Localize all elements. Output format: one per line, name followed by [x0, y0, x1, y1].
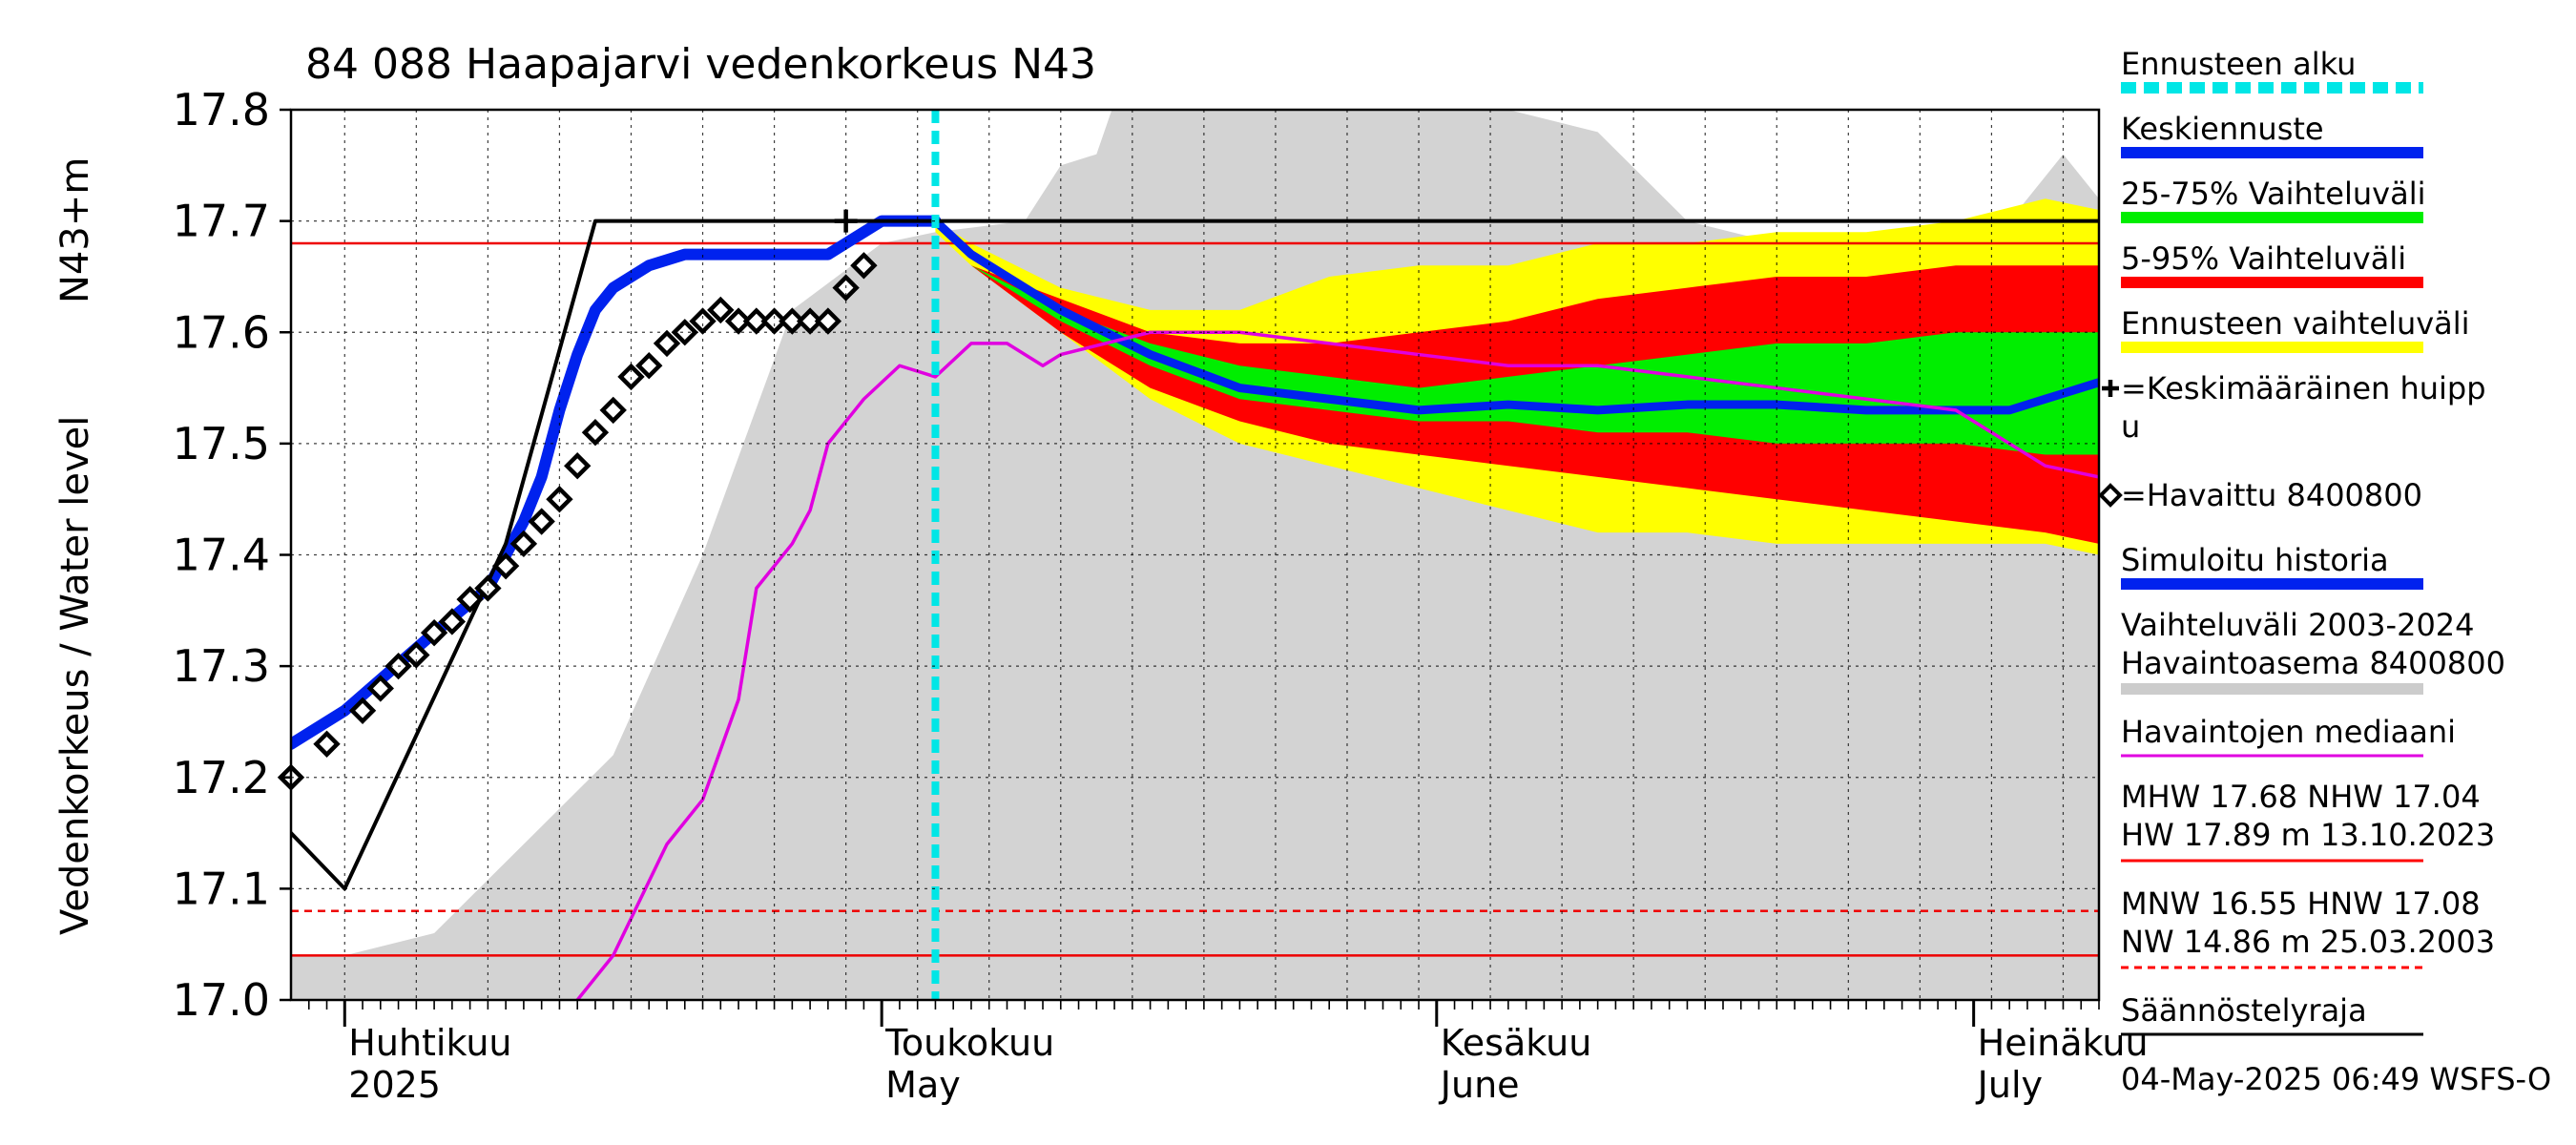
month-label-fi: Heinäkuu	[1978, 1022, 2149, 1064]
observed-point	[564, 452, 592, 480]
month-label-en: June	[1439, 1064, 1520, 1106]
observed-point	[313, 730, 341, 758]
month-label-fi: Huhtikuu	[348, 1022, 511, 1064]
mean-forecast-line	[930, 217, 2099, 415]
chart-title: 84 088 Haapajarvi vedenkorkeus N43	[305, 40, 1096, 89]
legend-label: 25-75% Vaihteluväli	[2121, 176, 2425, 212]
legend-label-2: HW 17.89 m 13.10.2023	[2121, 817, 2495, 853]
month-label-fi: Toukokuu	[884, 1022, 1054, 1064]
grid-lines	[291, 109, 2099, 1001]
mean-peak-marker	[834, 209, 858, 233]
legend-label: Säännöstelyraja	[2121, 992, 2367, 1029]
footer-timestamp: 04-May-2025 06:49 WSFS-O	[2121, 1061, 2551, 1097]
y-axis-label: Vedenkorkeus / Water level	[53, 416, 97, 935]
legend-label: Keskiennuste	[2121, 111, 2324, 147]
observed-point	[850, 252, 878, 280]
y-tick-label: 17.5	[173, 418, 270, 469]
y-tick-label: 17.3	[173, 640, 270, 692]
legend-label: MNW 16.55 HNW 17.08	[2121, 885, 2481, 922]
observed-point	[707, 296, 735, 324]
y-axis-unit: N43+m	[53, 157, 97, 303]
observed-point	[528, 508, 555, 535]
y-tick-label: 17.8	[173, 84, 270, 135]
y-tick-label: 17.1	[173, 863, 270, 914]
legend-label-2: u	[2121, 408, 2140, 445]
month-label-en: May	[885, 1064, 961, 1106]
observed-median-line	[575, 330, 2099, 1000]
observed-point	[348, 697, 377, 724]
legend-label-2: Havaintoasema 8400800	[2121, 645, 2505, 681]
y-tick-label: 17.2	[173, 752, 270, 803]
legend-label: =Havaittu 8400800	[2121, 477, 2422, 513]
band-25-75	[935, 232, 2099, 455]
legend-label: Ennusteen alku	[2121, 46, 2356, 82]
observed-point	[779, 307, 806, 335]
observed-point	[403, 641, 430, 669]
observed-point	[366, 675, 394, 702]
legend-label: Ennusteen vaihteluväli	[2121, 305, 2470, 342]
legend-label: =Keskimääräinen huipp	[2121, 370, 2486, 406]
legend-label: Havaintojen mediaani	[2121, 714, 2456, 750]
y-tick-label: 17.4	[173, 530, 270, 581]
observed-point	[671, 319, 698, 346]
observed-point	[581, 419, 610, 447]
legend-label: Simuloitu historia	[2121, 542, 2389, 578]
legend: Ennusteen alku Keskiennuste 25-75% Vaihtel…	[2098, 46, 2505, 1036]
month-label-en: July	[1976, 1064, 2043, 1106]
observed-point	[491, 552, 520, 580]
observed-point	[814, 307, 842, 335]
y-tick-label: 17.0	[173, 974, 270, 1026]
observed-point	[653, 329, 681, 358]
observed-point	[742, 307, 771, 335]
observed-point	[509, 530, 538, 558]
legend-label: MHW 17.68 NHW 17.04	[2121, 779, 2481, 815]
observed-point	[599, 396, 627, 425]
observed-point	[796, 307, 824, 335]
legend-label: 5-95% Vaihteluväli	[2121, 240, 2406, 277]
legend-label: Vaihteluväli 2003-2024	[2121, 607, 2475, 643]
legend-plus-symbol	[2102, 380, 2119, 397]
observed-point	[456, 585, 484, 614]
axes: 17.0 17.1 17.2 17.3 17.4 17.5 17.6 17.7 17.8 Huht…	[173, 84, 2149, 1106]
month-label-en: 2025	[348, 1064, 441, 1106]
observed-point	[724, 307, 753, 335]
legend-label-2: NW 14.86 m 25.03.2003	[2121, 924, 2495, 960]
observed-point	[438, 608, 467, 635]
observed-point	[420, 618, 448, 647]
mean-peak-envelope-line	[291, 219, 2099, 891]
legend-diamond-symbol	[2098, 483, 2123, 508]
y-tick-label: 17.7	[173, 196, 270, 247]
y-tick-label: 17.6	[173, 306, 270, 358]
month-label-fi: Kesäkuu	[1441, 1022, 1592, 1064]
observed-point	[635, 352, 663, 380]
